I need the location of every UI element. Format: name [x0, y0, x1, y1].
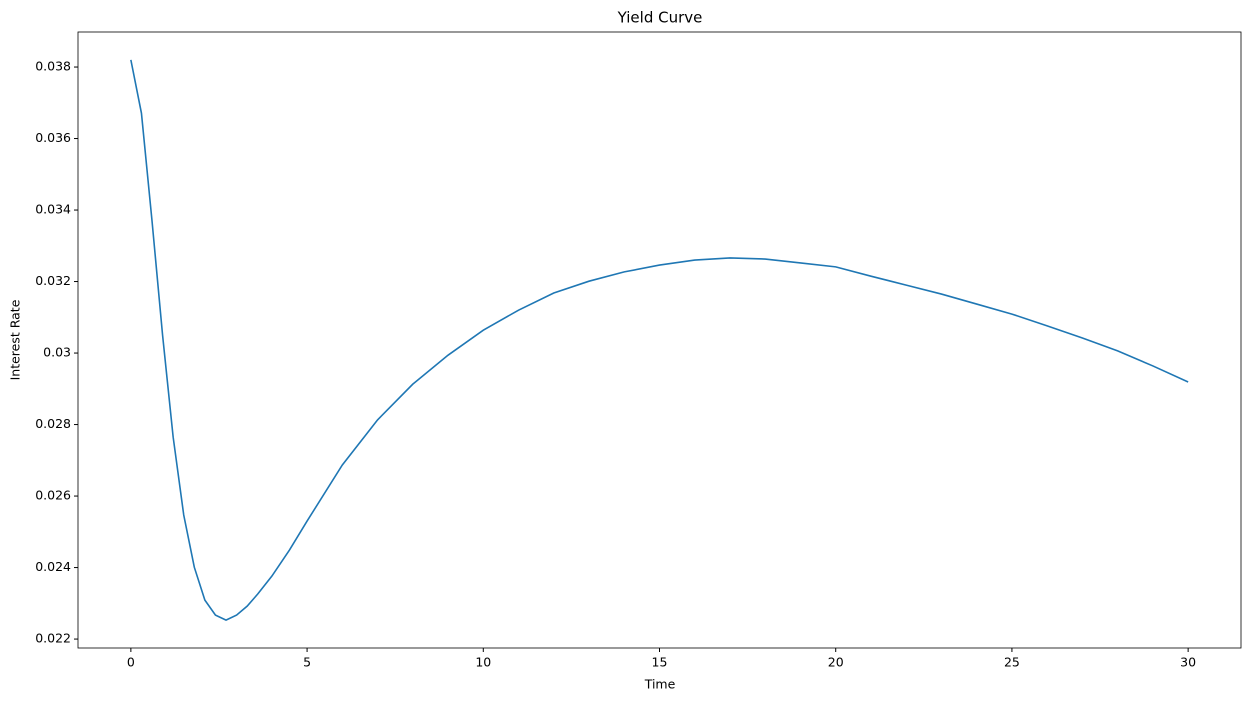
- y-tick-label: 0.024: [35, 559, 71, 574]
- y-tick-label: 0.026: [35, 488, 71, 503]
- chart-title: Yield Curve: [617, 9, 703, 27]
- x-tick-label: 30: [1180, 655, 1196, 670]
- x-tick-label: 25: [1004, 655, 1020, 670]
- y-tick-label: 0.036: [35, 130, 71, 145]
- x-tick-label: 20: [828, 655, 844, 670]
- x-tick-label: 5: [303, 655, 311, 670]
- y-tick-label: 0.022: [35, 631, 71, 646]
- y-tick-label: 0.028: [35, 416, 71, 431]
- x-tick-label: 0: [127, 655, 135, 670]
- y-tick-label: 0.038: [35, 59, 71, 74]
- y-tick-label: 0.034: [35, 202, 71, 217]
- y-axis-label: Interest Rate: [8, 299, 23, 380]
- y-tick-label: 0.03: [43, 345, 71, 360]
- x-axis-label: Time: [644, 677, 676, 692]
- x-tick-label: 15: [652, 655, 668, 670]
- y-tick-label: 0.032: [35, 273, 71, 288]
- plot-frame: [77, 31, 1242, 649]
- x-tick-label: 10: [475, 655, 491, 670]
- data-line: [130, 59, 1189, 621]
